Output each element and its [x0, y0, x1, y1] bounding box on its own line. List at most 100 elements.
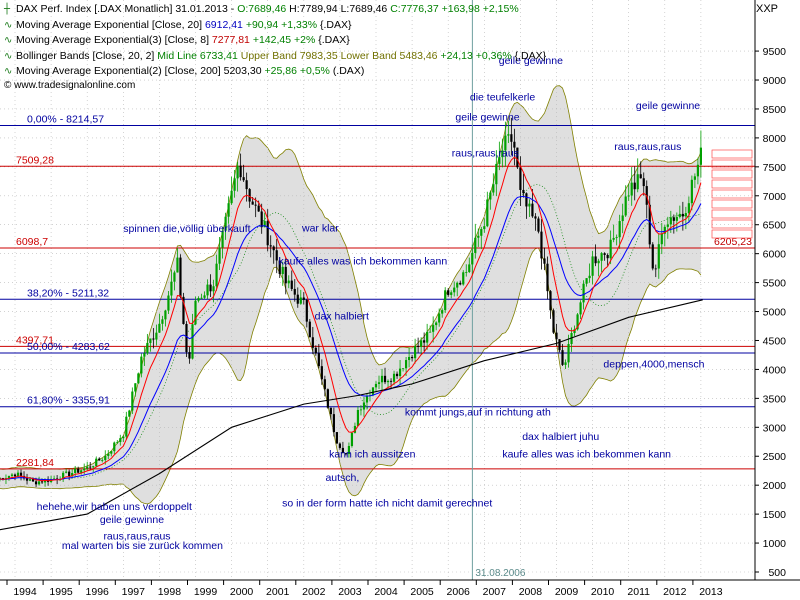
candle-body — [687, 203, 690, 214]
candle-body — [377, 382, 381, 384]
candle-body — [245, 180, 248, 190]
candle-body — [585, 278, 588, 284]
candle-body — [206, 284, 209, 296]
candle-body — [314, 347, 317, 354]
candle-body — [531, 203, 534, 217]
legend-ema20-value: 6912,41 — [204, 18, 243, 31]
y-tick-label: 3000 — [763, 422, 787, 434]
source-credit[interactable]: © www.tradesignalonline.com — [4, 80, 135, 91]
copyright-icon: © — [4, 80, 12, 91]
chart-annotation: spinnen die,völlig überkauft — [123, 223, 250, 235]
candle-body — [287, 280, 290, 284]
x-tick-label: 1997 — [122, 586, 146, 598]
candle-body — [606, 254, 609, 259]
y-tick-label: 8000 — [763, 133, 787, 145]
candle-body — [552, 310, 555, 333]
candle-body — [110, 451, 113, 454]
level-label: 6098,7 — [16, 236, 48, 248]
y-tick-label: 500 — [768, 567, 786, 579]
candle-body — [113, 442, 116, 452]
candle-body — [498, 157, 501, 164]
candle-body — [302, 297, 305, 300]
x-tick-label: 1994 — [13, 586, 37, 598]
candle-body — [89, 466, 92, 468]
candle-body — [122, 436, 125, 439]
candle-body — [188, 352, 191, 359]
candle-body — [7, 475, 11, 479]
candle-body — [272, 246, 275, 251]
candle-body — [480, 229, 483, 236]
drawing-marker — [711, 219, 753, 229]
vertical-marker: 31.08.2006 — [471, 0, 526, 580]
candle-body — [672, 217, 675, 221]
candle-body — [152, 338, 155, 340]
candle-body — [140, 356, 143, 374]
candle-body — [116, 441, 119, 443]
candle-body — [594, 256, 597, 264]
legend-bb-name: Bollinger Bands [Close, 20, 2] — [16, 49, 155, 62]
candle-body — [53, 478, 56, 480]
candle-body — [699, 147, 702, 165]
candle-body — [414, 345, 417, 359]
legend-low: L:7689,46 — [340, 3, 388, 15]
candle-body — [155, 332, 158, 340]
candle-body — [167, 295, 170, 311]
legend-bb-lower: Lower Band 5483,46 — [340, 49, 438, 62]
legend-open: O:7689,46 — [237, 3, 287, 15]
candle-body — [25, 478, 29, 481]
candle-body — [401, 368, 405, 370]
candle-body — [420, 340, 423, 347]
candle-body — [561, 350, 564, 365]
candle-body — [582, 283, 585, 303]
candle-body — [630, 182, 633, 196]
candle-body — [609, 239, 612, 259]
chart-annotation: geile gewinne — [636, 100, 700, 112]
x-tick-label: 1995 — [49, 586, 73, 598]
candle-body — [489, 192, 492, 200]
line-indicator-icon: ∿ — [4, 66, 13, 77]
candle-body — [603, 253, 606, 255]
candle-body — [209, 284, 212, 292]
candle-body — [68, 471, 71, 477]
candle-body — [353, 425, 357, 433]
chart-annotation: die teufelkerle — [470, 91, 536, 103]
candle-body — [239, 165, 242, 178]
drawing-marker — [711, 189, 753, 199]
candle-body — [203, 295, 206, 298]
chart-annotation: deppen,4000,mensch — [603, 359, 704, 371]
source-url[interactable]: www.tradesignalonline.com — [14, 80, 136, 91]
candle-body — [236, 165, 239, 179]
candle-body — [323, 379, 326, 390]
level-label: 38,20% - 5211,32 — [27, 287, 109, 299]
candle-body — [308, 321, 311, 338]
x-tick-label: 2003 — [338, 586, 362, 598]
legend-ema8-name: Moving Average Exponential(3) [Close, 8] — [16, 34, 209, 46]
candle-body — [504, 135, 507, 151]
x-tick-label: 2007 — [483, 586, 507, 598]
candle-body — [663, 226, 666, 234]
candle-body — [459, 282, 462, 285]
candle-body — [98, 458, 101, 461]
chart-legend: ┼ DAX Perf. Index [.DAX Monatlich] 31.01.… — [4, 2, 546, 80]
candle-body — [230, 190, 233, 204]
line-indicator-icon: ∿ — [4, 19, 13, 31]
candle-body — [666, 224, 669, 227]
candle-body — [657, 244, 660, 269]
candle-body — [444, 290, 447, 311]
candle-body — [534, 216, 537, 219]
candle-body — [576, 314, 579, 330]
candle-body — [651, 244, 654, 269]
chart-annotation: kaufe alles was ich bekommen kann — [279, 256, 448, 268]
candle-body — [185, 323, 188, 353]
candle-body — [281, 266, 284, 275]
candle-body — [450, 292, 453, 295]
candle-body — [338, 443, 341, 448]
candle-body — [477, 235, 480, 238]
candle-body — [16, 472, 20, 477]
candle-body — [92, 466, 95, 468]
legend-ema8-symbol: {.DAX} — [318, 34, 350, 46]
candle-body — [200, 297, 203, 299]
line-indicator-icon: ∿ — [4, 35, 13, 46]
bollinger-band-fill — [0, 85, 701, 504]
